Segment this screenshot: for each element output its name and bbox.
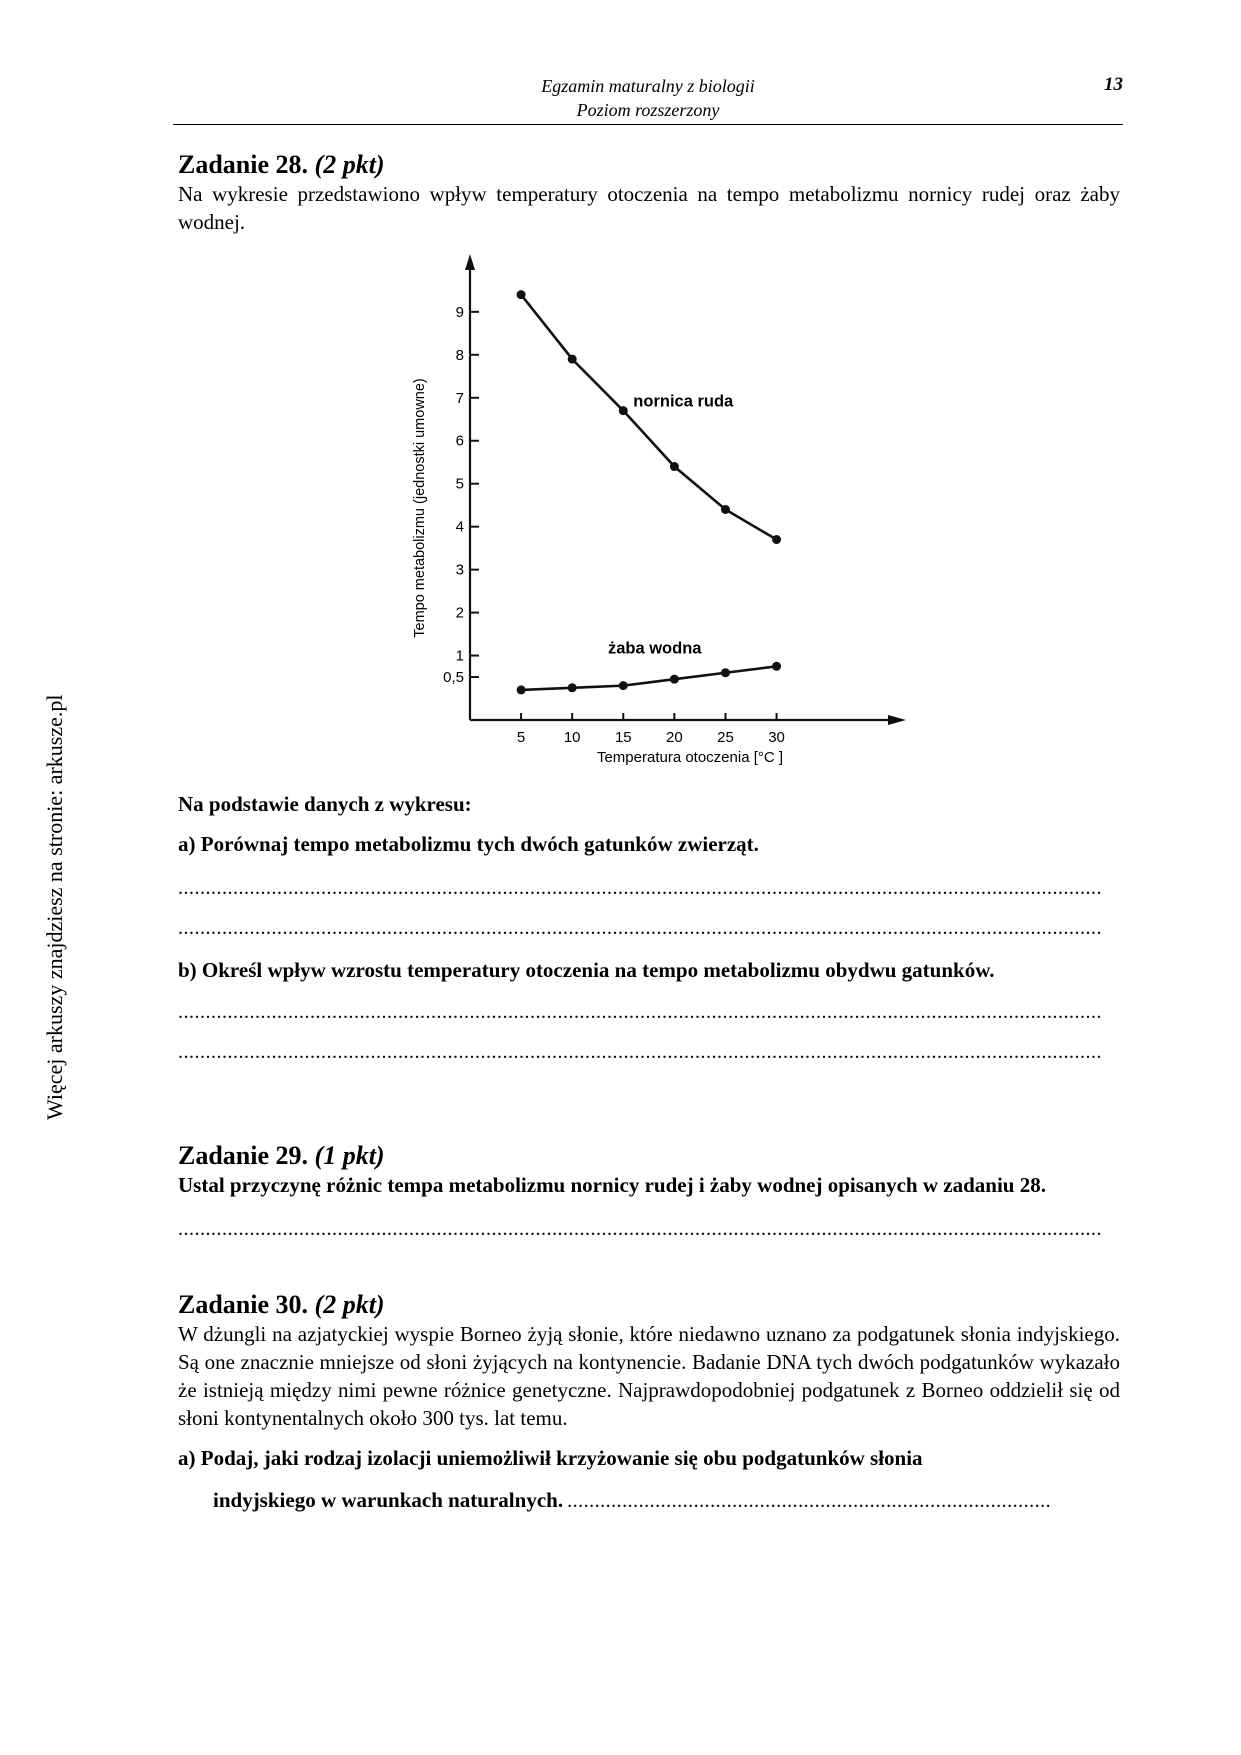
answer-line-28b-2[interactable]: ........................................… xyxy=(178,1041,1102,1063)
chart-y-tick-label: 3 xyxy=(456,562,464,579)
task-28: Zadanie 28. (2 pkt) Na wykresie przedsta… xyxy=(178,150,1120,236)
task-28-questions: Na podstawie danych z wykresu: a) Porówn… xyxy=(178,790,1120,1064)
task-28-label: Zadanie 28. xyxy=(178,150,309,179)
chart-data-point xyxy=(772,535,782,545)
task-28-question-a: a) Porównaj tempo metabolizmu tych dwóch… xyxy=(178,832,759,856)
task-30-question-a-line2-row: indyjskiego w warunkach naturalnych. ...… xyxy=(178,1486,1120,1514)
chart-y-axis-arrow xyxy=(465,254,475,270)
task-29: Zadanie 29. (1 pkt) Ustal przyczynę różn… xyxy=(178,1141,1120,1241)
task-28-title: Zadanie 28. (2 pkt) xyxy=(178,150,1120,180)
chart-x-tick-label: 25 xyxy=(717,729,734,746)
chart-data-point xyxy=(618,406,628,416)
chart-data-point xyxy=(516,685,526,695)
answer-line-29[interactable]: ........................................… xyxy=(178,1218,1102,1240)
chart-data-point xyxy=(516,290,526,300)
chart-series-line-1 xyxy=(521,665,777,692)
answer-line-28a-2[interactable]: ........................................… xyxy=(178,917,1102,939)
chart-data-point xyxy=(669,462,679,472)
metabolism-chart: 0,5 1 2 3 4 5 6 7 8 9 5 10 15 20 25 30 nornica ruda żaba… xyxy=(400,250,920,780)
task-30: Zadanie 30. (2 pkt) W dżungli na azjatyc… xyxy=(178,1290,1120,1514)
chart-series-line-0 xyxy=(520,293,778,541)
task-29-label: Zadanie 29. xyxy=(178,1141,309,1170)
chart-data-point xyxy=(567,683,577,693)
chart-series-label: żaba wodna xyxy=(608,639,702,657)
page-header: Egzamin maturalny z biologii Poziom rozs… xyxy=(173,74,1123,125)
chart-data-point xyxy=(567,354,577,364)
chart-y-tick-label: 5 xyxy=(456,476,464,493)
chart-y-tick-label: 0,5 xyxy=(443,669,464,686)
task-30-title: Zadanie 30. (2 pkt) xyxy=(178,1290,1120,1320)
chart-y-axis-label: Tempo metabolizmu (jednostki umowne) xyxy=(412,378,428,638)
chart-y-tick-label: 4 xyxy=(456,519,464,536)
chart-series-label: nornica ruda xyxy=(633,393,734,411)
page-number: 13 xyxy=(1104,74,1123,95)
answer-line-30a[interactable]: ........................................… xyxy=(567,1490,1052,1512)
chart-y-tick-label: 7 xyxy=(456,390,464,407)
header-level: Poziom rozszerzony xyxy=(576,100,720,120)
chart-x-tick-label: 20 xyxy=(666,729,683,746)
chart-data-point xyxy=(720,504,730,514)
chart-data-point xyxy=(720,668,730,678)
chart-y-tick-label: 2 xyxy=(456,605,464,622)
chart-x-tick-label: 10 xyxy=(564,729,581,746)
task-30-label: Zadanie 30. xyxy=(178,1290,309,1319)
chart-data-point xyxy=(669,674,679,684)
chart-x-tick-label: 30 xyxy=(768,729,785,746)
task-29-question: Ustal przyczynę różnic tempa metabolizmu… xyxy=(178,1173,1046,1197)
chart-data-point xyxy=(618,681,628,691)
header-exam-title: Egzamin maturalny z biologii xyxy=(541,76,755,96)
chart-y-tick-label: 8 xyxy=(456,347,464,364)
task-29-points: (1 pkt) xyxy=(314,1141,385,1170)
task-29-title: Zadanie 29. (1 pkt) xyxy=(178,1141,1120,1171)
task-30-question-a-line1: a) Podaj, jaki rodzaj izolacji uniemożli… xyxy=(178,1446,923,1470)
task-28-intro: Na wykresie przedstawiono wpływ temperat… xyxy=(178,182,1120,234)
task-28-points: (2 pkt) xyxy=(314,150,385,179)
chart-data-point xyxy=(772,661,782,671)
task-28-question-b: b) Określ wpływ wzrostu temperatury otoc… xyxy=(178,958,995,982)
task-30-points: (2 pkt) xyxy=(314,1290,385,1319)
chart-y-tick-label: 6 xyxy=(456,433,464,450)
chart-y-tick-label: 1 xyxy=(456,648,464,665)
chart-x-axis-label: Temperatura otoczenia [°C ] xyxy=(597,749,783,766)
answer-line-28a-1[interactable]: ........................................… xyxy=(178,877,1102,899)
chart-y-tick-label: 9 xyxy=(456,304,464,321)
chart-x-axis-arrow xyxy=(888,715,906,725)
header-title-block: Egzamin maturalny z biologii Poziom rozs… xyxy=(173,74,1123,122)
answer-line-28b-1[interactable]: ........................................… xyxy=(178,1001,1102,1023)
task-30-intro: W dżungli na azjatyckiej wyspie Borneo ż… xyxy=(178,1322,1120,1430)
chart-x-tick-label: 15 xyxy=(615,729,632,746)
task-28-instruction: Na podstawie danych z wykresu: xyxy=(178,792,472,816)
side-watermark-text: Więcej arkuszy znajdziesz na stronie: ar… xyxy=(42,694,67,1120)
metabolism-chart-svg: 0,5 1 2 3 4 5 6 7 8 9 5 10 15 20 25 30 nornica ruda żaba… xyxy=(412,254,906,766)
task-30-question-a-line2: indyjskiego w warunkach naturalnych. xyxy=(213,1488,564,1512)
chart-x-tick-label: 5 xyxy=(517,729,525,746)
